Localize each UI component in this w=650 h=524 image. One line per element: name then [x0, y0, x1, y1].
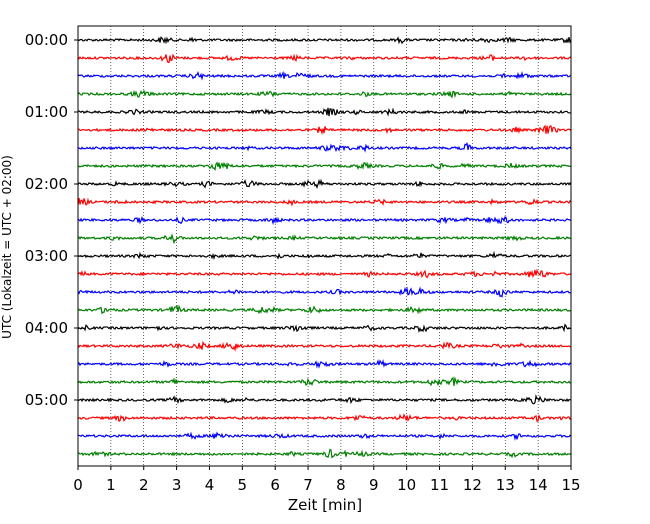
x-tick-label: 8 — [336, 476, 346, 494]
trace-line — [77, 359, 572, 369]
trace-line — [77, 448, 572, 459]
trace-line — [77, 431, 572, 441]
x-tick-label: 7 — [303, 476, 313, 494]
trace-line — [77, 178, 572, 189]
x-tick-label: 6 — [270, 476, 280, 494]
x-tick-label: 9 — [369, 476, 379, 494]
trace-line — [77, 161, 572, 172]
trace-line — [77, 268, 572, 279]
plot-frame — [77, 25, 572, 467]
trace-line — [77, 197, 572, 207]
x-tick-label: 11 — [430, 476, 449, 494]
trace-line — [77, 250, 572, 261]
x-tick-label: 13 — [496, 476, 515, 494]
grid-lines — [110, 26, 539, 466]
trace-line — [77, 233, 572, 245]
trace-line — [77, 323, 572, 334]
x-tick-label: 0 — [73, 476, 83, 494]
trace-line — [77, 89, 572, 99]
trace-line — [77, 70, 572, 81]
trace-line — [77, 286, 572, 298]
trace-line — [77, 53, 572, 64]
y-tick-label: 04:00 — [25, 319, 68, 337]
trace-line — [77, 340, 572, 352]
trace-line — [77, 124, 572, 136]
x-axis-label: Zeit [min] — [288, 496, 362, 514]
y-axis-ticks: 00:00 01:00 02:00 03:00 04:00 05:00 — [25, 31, 78, 409]
y-tick-label: 03:00 — [25, 247, 68, 265]
trace-line — [77, 376, 572, 387]
y-axis-label: UTC (Lokalzeit = UTC + 02:00) — [0, 155, 14, 339]
x-tick-label: 15 — [561, 476, 580, 494]
y-tick-label: 02:00 — [25, 175, 68, 193]
x-tick-label: 5 — [238, 476, 248, 494]
y-tick-label: 00:00 — [25, 31, 68, 49]
x-tick-label: 2 — [139, 476, 149, 494]
seismic-traces — [77, 36, 572, 459]
trace-line — [77, 394, 572, 405]
y-tick-label: 05:00 — [25, 391, 68, 409]
x-tick-label: 1 — [106, 476, 116, 494]
x-tick-label: 3 — [172, 476, 182, 494]
trace-line — [77, 36, 572, 45]
x-tick-label: 4 — [205, 476, 215, 494]
x-axis-ticks: 0 1 2 3 4 5 6 7 8 9 10 11 12 13 14 15 — [73, 466, 581, 494]
y-tick-label: 01:00 — [25, 103, 68, 121]
trace-line — [77, 141, 572, 153]
x-tick-label: 10 — [397, 476, 416, 494]
x-tick-label: 12 — [463, 476, 482, 494]
trace-line — [77, 107, 572, 117]
trace-line — [77, 215, 572, 226]
trace-line — [77, 304, 572, 315]
x-tick-label: 14 — [529, 476, 548, 494]
trace-line — [77, 413, 572, 423]
